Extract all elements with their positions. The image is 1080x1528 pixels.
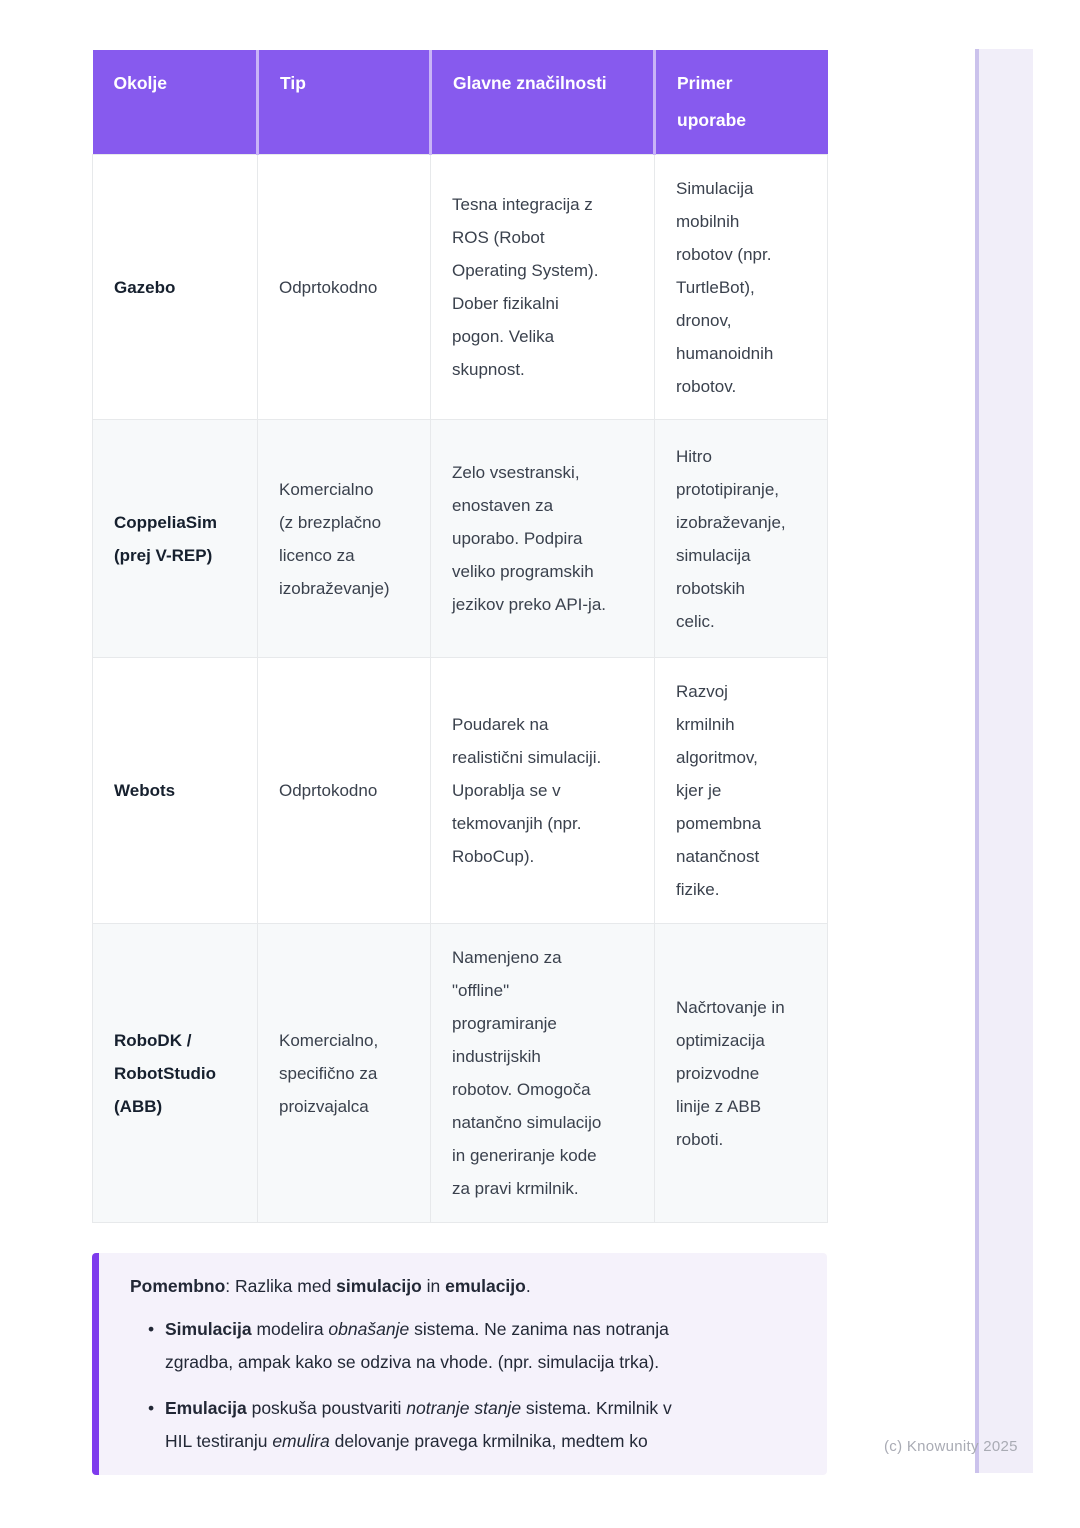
table-cell: Odprtokodno — [257, 154, 431, 420]
table-body: Gazebo Odprtokodno Tesna integracija z R… — [92, 154, 828, 1223]
table-cell: RoboDK / RobotStudio (ABB) — [92, 923, 258, 1223]
column-header-okolje: Okolje — [92, 50, 258, 155]
callout-bullet-list: Simulacija modelira obnašanje sistema. N… — [130, 1313, 799, 1458]
table-cell: Načrtovanje in optimizacija proizvodne l… — [654, 923, 828, 1223]
table-cell: Tesna integracija z ROS (Robot Operating… — [430, 154, 655, 420]
callout-bullet-emulacija: Emulacija poskuša poustvariti notranje s… — [148, 1392, 799, 1458]
table-cell: Simulacija mobilnih robotov (npr. Turtle… — [654, 154, 828, 420]
table-row-coppeliasim: CoppeliaSim (prej V-REP) Komercialno (z … — [92, 419, 828, 658]
callout-title: Pomembno: Razlika med simulacijo in emul… — [130, 1276, 531, 1296]
table-cell: CoppeliaSim (prej V-REP) — [92, 419, 258, 658]
table-row-gazebo: Gazebo Odprtokodno Tesna integracija z R… — [92, 154, 828, 420]
document-content: Okolje Tip Glavne značilnosti Primer upo… — [92, 50, 828, 1223]
table-cell: Gazebo — [92, 154, 258, 420]
column-header-tip: Tip — [256, 50, 431, 155]
callout-bullet-simulacija: Simulacija modelira obnašanje sistema. N… — [148, 1313, 799, 1379]
table-cell: Komercialno, specifično za proizvajalca — [257, 923, 431, 1223]
table-cell: Poudarek na realistični simulaciji. Upor… — [430, 657, 655, 924]
important-note-callout: Pomembno: Razlika med simulacijo in emul… — [92, 1253, 827, 1475]
table-header: Okolje Tip Glavne značilnosti Primer upo… — [92, 50, 828, 155]
table-header-row: Okolje Tip Glavne značilnosti Primer upo… — [92, 50, 828, 155]
page-edge-strip — [975, 49, 1033, 1473]
table-cell: Namenjeno za "offline" programiranje ind… — [430, 923, 655, 1223]
table-row-robodk-robotstudio: RoboDK / RobotStudio (ABB) Komercialno, … — [92, 923, 828, 1223]
simulation-environments-table: Okolje Tip Glavne značilnosti Primer upo… — [92, 50, 828, 1223]
table-cell: Hitro prototipiranje, izobraževanje, sim… — [654, 419, 828, 658]
table-cell: Zelo vsestranski, enostaven za uporabo. … — [430, 419, 655, 658]
column-header-glavne-znacilnosti: Glavne značilnosti — [429, 50, 655, 155]
table-cell: Razvoj krmilnih algoritmov, kjer je pome… — [654, 657, 828, 924]
table-cell: Komercialno (z brezplačno licenco za izo… — [257, 419, 431, 658]
column-header-primer-uporabe: Primer uporabe — [653, 50, 828, 155]
table-row-webots: Webots Odprtokodno Poudarek na realistič… — [92, 657, 828, 924]
table-cell: Odprtokodno — [257, 657, 431, 924]
table-cell: Webots — [92, 657, 258, 924]
copyright-watermark: (c) Knowunity 2025 — [884, 1438, 1018, 1455]
